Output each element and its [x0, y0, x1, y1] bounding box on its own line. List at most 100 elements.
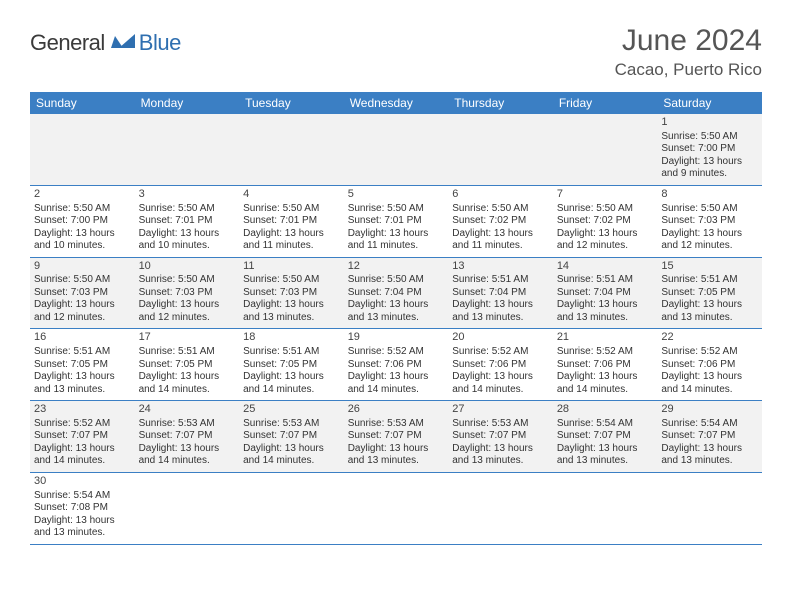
- calendar-cell: 22Sunrise: 5:52 AMSunset: 7:06 PMDayligh…: [657, 329, 762, 401]
- cell-daylight1: Daylight: 13 hours: [34, 443, 131, 456]
- cell-sunset: Sunset: 7:01 PM: [348, 215, 445, 228]
- cell-daylight1: Daylight: 13 hours: [139, 299, 236, 312]
- cell-sunset: Sunset: 7:06 PM: [661, 359, 758, 372]
- cell-sunset: Sunset: 7:04 PM: [452, 287, 549, 300]
- calendar-cell: 27Sunrise: 5:53 AMSunset: 7:07 PMDayligh…: [448, 401, 553, 473]
- calendar-cell: 21Sunrise: 5:52 AMSunset: 7:06 PMDayligh…: [553, 329, 658, 401]
- cell-daylight2: and 13 minutes.: [243, 312, 340, 325]
- cell-daylight1: Daylight: 13 hours: [348, 228, 445, 241]
- cell-sunrise: Sunrise: 5:50 AM: [34, 203, 131, 216]
- cell-daylight2: and 13 minutes.: [452, 312, 549, 325]
- cell-daylight1: Daylight: 13 hours: [557, 299, 654, 312]
- weekday-header: Thursday: [448, 92, 553, 114]
- cell-sunset: Sunset: 7:03 PM: [34, 287, 131, 300]
- cell-daylight2: and 14 minutes.: [243, 455, 340, 468]
- day-number: 26: [348, 403, 445, 417]
- day-number: 25: [243, 403, 340, 417]
- cell-sunrise: Sunrise: 5:52 AM: [348, 346, 445, 359]
- header: General Blue June 2024 Cacao, Puerto Ric…: [30, 24, 762, 80]
- cell-sunrise: Sunrise: 5:51 AM: [661, 274, 758, 287]
- day-number: 23: [34, 403, 131, 417]
- cell-sunset: Sunset: 7:06 PM: [452, 359, 549, 372]
- cell-daylight1: Daylight: 13 hours: [243, 443, 340, 456]
- calendar-cell: 13Sunrise: 5:51 AMSunset: 7:04 PMDayligh…: [448, 257, 553, 329]
- calendar-week-row: 2Sunrise: 5:50 AMSunset: 7:00 PMDaylight…: [30, 185, 762, 257]
- day-number: 14: [557, 260, 654, 274]
- weekday-header-row: Sunday Monday Tuesday Wednesday Thursday…: [30, 92, 762, 114]
- cell-daylight1: Daylight: 13 hours: [348, 299, 445, 312]
- day-number: 7: [557, 188, 654, 202]
- cell-daylight1: Daylight: 13 hours: [452, 228, 549, 241]
- cell-daylight1: Daylight: 13 hours: [661, 156, 758, 169]
- weekday-header: Wednesday: [344, 92, 449, 114]
- cell-sunrise: Sunrise: 5:50 AM: [139, 274, 236, 287]
- day-number: 27: [452, 403, 549, 417]
- day-number: 15: [661, 260, 758, 274]
- cell-daylight2: and 13 minutes.: [348, 312, 445, 325]
- cell-sunrise: Sunrise: 5:54 AM: [34, 490, 131, 503]
- logo-flag-icon: [111, 32, 137, 55]
- calendar-week-row: 9Sunrise: 5:50 AMSunset: 7:03 PMDaylight…: [30, 257, 762, 329]
- cell-sunrise: Sunrise: 5:51 AM: [452, 274, 549, 287]
- calendar-cell: 15Sunrise: 5:51 AMSunset: 7:05 PMDayligh…: [657, 257, 762, 329]
- cell-daylight1: Daylight: 13 hours: [139, 443, 236, 456]
- day-number: 11: [243, 260, 340, 274]
- day-number: 18: [243, 331, 340, 345]
- weekday-header: Tuesday: [239, 92, 344, 114]
- calendar-cell: [448, 472, 553, 544]
- cell-daylight2: and 13 minutes.: [661, 455, 758, 468]
- calendar-week-row: 30Sunrise: 5:54 AMSunset: 7:08 PMDayligh…: [30, 472, 762, 544]
- day-number: 19: [348, 331, 445, 345]
- calendar-table: Sunday Monday Tuesday Wednesday Thursday…: [30, 92, 762, 545]
- calendar-cell: [30, 114, 135, 185]
- calendar-cell: 2Sunrise: 5:50 AMSunset: 7:00 PMDaylight…: [30, 185, 135, 257]
- calendar-cell: 10Sunrise: 5:50 AMSunset: 7:03 PMDayligh…: [135, 257, 240, 329]
- cell-sunrise: Sunrise: 5:51 AM: [243, 346, 340, 359]
- cell-daylight1: Daylight: 13 hours: [661, 299, 758, 312]
- cell-sunrise: Sunrise: 5:50 AM: [557, 203, 654, 216]
- day-number: 2: [34, 188, 131, 202]
- cell-sunset: Sunset: 7:06 PM: [557, 359, 654, 372]
- cell-daylight2: and 13 minutes.: [557, 455, 654, 468]
- day-number: 24: [139, 403, 236, 417]
- cell-daylight2: and 13 minutes.: [452, 455, 549, 468]
- calendar-cell: 14Sunrise: 5:51 AMSunset: 7:04 PMDayligh…: [553, 257, 658, 329]
- cell-daylight2: and 14 minutes.: [139, 384, 236, 397]
- cell-sunrise: Sunrise: 5:50 AM: [243, 274, 340, 287]
- cell-sunset: Sunset: 7:05 PM: [139, 359, 236, 372]
- cell-sunset: Sunset: 7:07 PM: [34, 430, 131, 443]
- cell-daylight1: Daylight: 13 hours: [243, 228, 340, 241]
- cell-sunset: Sunset: 7:07 PM: [348, 430, 445, 443]
- cell-daylight2: and 12 minutes.: [34, 312, 131, 325]
- calendar-cell: 4Sunrise: 5:50 AMSunset: 7:01 PMDaylight…: [239, 185, 344, 257]
- cell-daylight1: Daylight: 13 hours: [661, 371, 758, 384]
- calendar-week-row: 1Sunrise: 5:50 AMSunset: 7:00 PMDaylight…: [30, 114, 762, 185]
- weekday-header: Monday: [135, 92, 240, 114]
- weekday-header: Saturday: [657, 92, 762, 114]
- cell-sunset: Sunset: 7:04 PM: [557, 287, 654, 300]
- calendar-cell: [135, 472, 240, 544]
- cell-sunset: Sunset: 7:05 PM: [34, 359, 131, 372]
- cell-daylight2: and 14 minutes.: [452, 384, 549, 397]
- calendar-cell: [657, 472, 762, 544]
- day-number: 6: [452, 188, 549, 202]
- cell-sunrise: Sunrise: 5:51 AM: [139, 346, 236, 359]
- calendar-cell: 12Sunrise: 5:50 AMSunset: 7:04 PMDayligh…: [344, 257, 449, 329]
- cell-sunset: Sunset: 7:02 PM: [452, 215, 549, 228]
- cell-daylight1: Daylight: 13 hours: [243, 371, 340, 384]
- cell-sunset: Sunset: 7:07 PM: [243, 430, 340, 443]
- cell-sunset: Sunset: 7:00 PM: [661, 143, 758, 156]
- cell-sunrise: Sunrise: 5:50 AM: [243, 203, 340, 216]
- day-number: 30: [34, 475, 131, 489]
- cell-daylight2: and 14 minutes.: [348, 384, 445, 397]
- cell-sunset: Sunset: 7:05 PM: [661, 287, 758, 300]
- cell-daylight2: and 12 minutes.: [557, 240, 654, 253]
- calendar-cell: 24Sunrise: 5:53 AMSunset: 7:07 PMDayligh…: [135, 401, 240, 473]
- cell-sunrise: Sunrise: 5:52 AM: [452, 346, 549, 359]
- cell-sunrise: Sunrise: 5:51 AM: [557, 274, 654, 287]
- cell-sunrise: Sunrise: 5:54 AM: [557, 418, 654, 431]
- cell-daylight2: and 10 minutes.: [139, 240, 236, 253]
- calendar-cell: 7Sunrise: 5:50 AMSunset: 7:02 PMDaylight…: [553, 185, 658, 257]
- calendar-cell: 20Sunrise: 5:52 AMSunset: 7:06 PMDayligh…: [448, 329, 553, 401]
- cell-sunrise: Sunrise: 5:52 AM: [557, 346, 654, 359]
